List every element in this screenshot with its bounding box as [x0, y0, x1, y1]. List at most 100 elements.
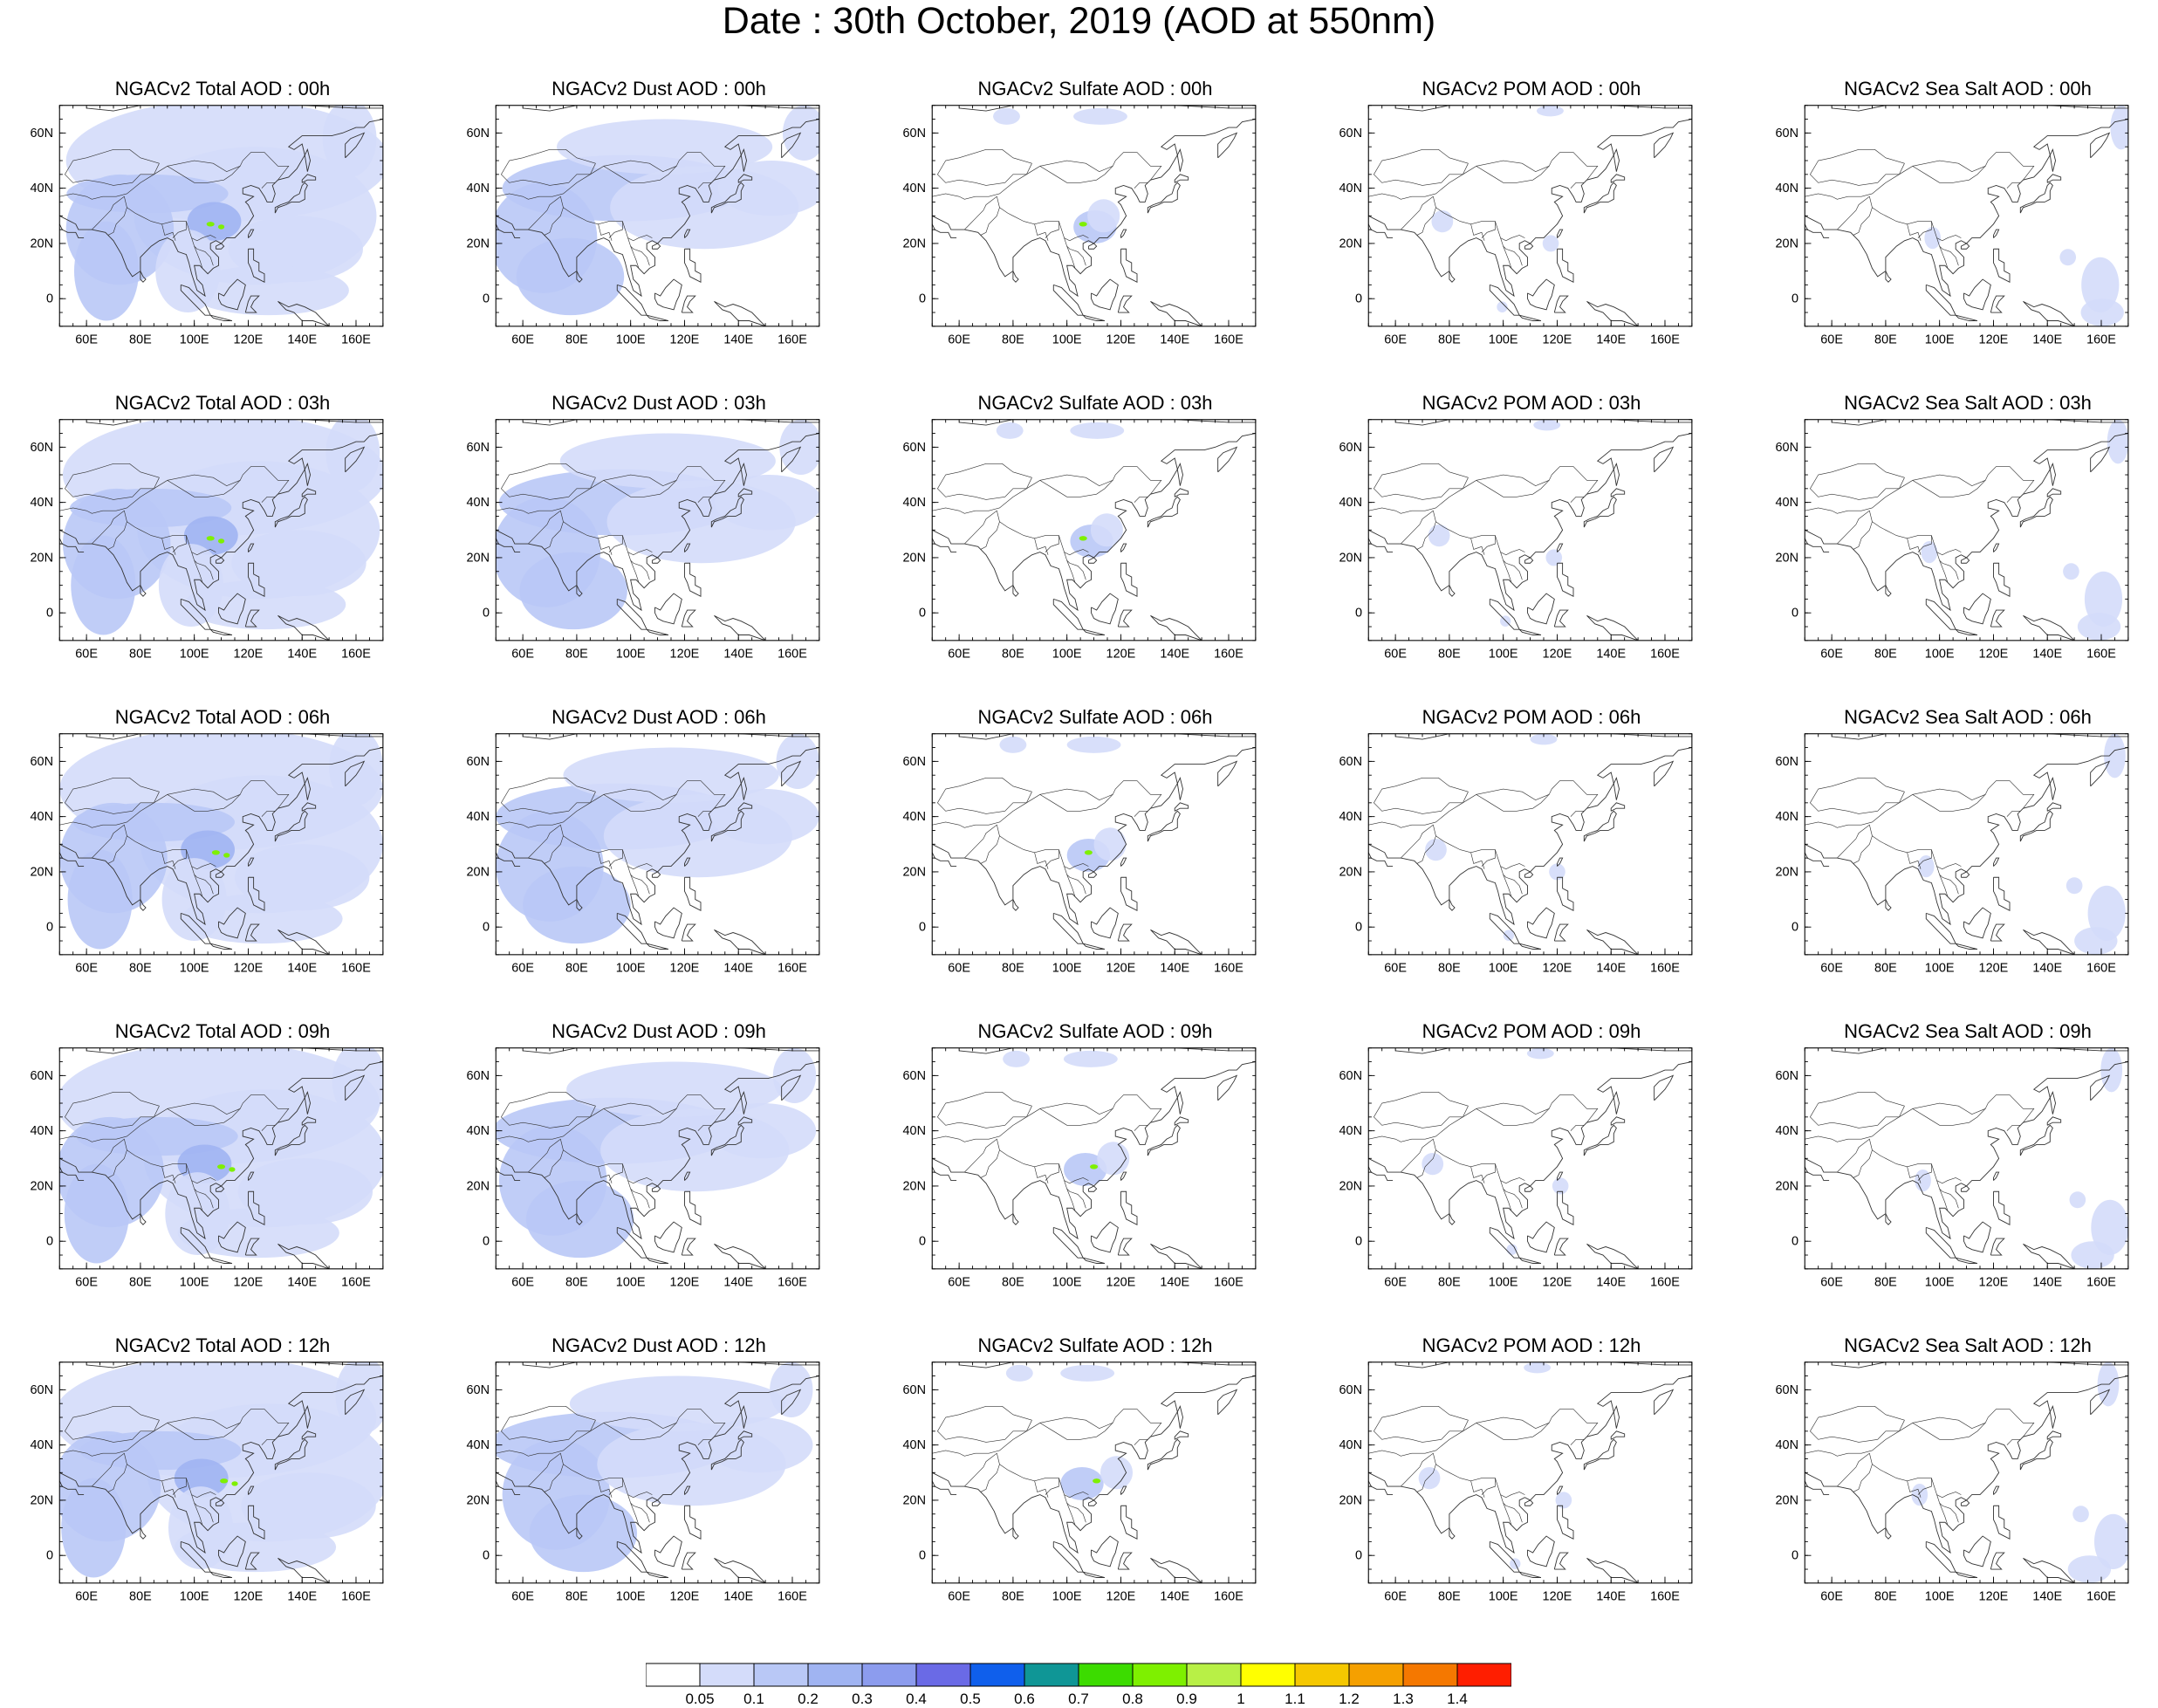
- lat-tick-label: 60N: [1339, 755, 1363, 769]
- colorbar-tick-label: 1: [1237, 1691, 1245, 1707]
- lat-tick-label: 20N: [1339, 865, 1363, 879]
- lon-tick-label: 80E: [1874, 962, 1897, 976]
- lon-tick-label: 80E: [1874, 1590, 1897, 1604]
- panel-title: NGACv2 Sea Salt AOD : 03h: [1844, 392, 2092, 414]
- panel-title: NGACv2 Sulfate AOD : 09h: [977, 1020, 1213, 1042]
- lon-tick-label: 80E: [565, 1276, 588, 1290]
- aod-region: [1506, 1244, 1517, 1256]
- aod-region: [2059, 249, 2077, 266]
- map-panel: NGACv2 POM AOD : 12h 60E 80E 100E 120E 140E 16…: [1339, 1335, 1789, 1650]
- coastlines: [496, 105, 819, 326]
- lon-tick-label: 80E: [565, 1590, 588, 1604]
- lon-tick-label: 60E: [75, 1590, 98, 1604]
- coastlines: [496, 733, 819, 955]
- aod-region: [1066, 736, 1121, 753]
- aod-region: [174, 1458, 229, 1498]
- lon-tick-label: 60E: [511, 1276, 534, 1290]
- lon-tick-label: 100E: [180, 1590, 209, 1604]
- lon-tick-label: 120E: [234, 1590, 264, 1604]
- lon-tick-label: 60E: [511, 648, 534, 662]
- panel-title: NGACv2 Total AOD : 00h: [114, 78, 331, 99]
- lat-tick-label: 0: [46, 607, 53, 621]
- map-svg: 60E 80E 100E 120E 140E 160E 60N 40N 20N 0: [1776, 105, 2129, 347]
- aod-field: [1005, 1364, 1134, 1500]
- lon-tick-label: 100E: [1925, 1276, 1955, 1290]
- lat-tick-label: 60N: [903, 441, 927, 455]
- lon-tick-label: 160E: [2086, 1276, 2116, 1290]
- panel-title: NGACv2 Total AOD : 09h: [114, 1020, 331, 1042]
- aod-region: [2072, 1506, 2089, 1523]
- aod-region: [776, 733, 819, 790]
- lat-tick-label: 0: [483, 1235, 490, 1249]
- lat-tick-label: 60N: [1339, 1069, 1363, 1083]
- lon-tick-label: 140E: [723, 333, 753, 347]
- aod-region: [2080, 298, 2124, 326]
- coastlines: [496, 1362, 819, 1583]
- lon-tick-label: 140E: [1160, 648, 1189, 662]
- aod-hotspot: [211, 850, 220, 855]
- lat-tick-label: 60N: [31, 127, 54, 141]
- map-panel: NGACv2 Total AOD : 00h 60E 80E 100E 120E 140E…: [31, 78, 480, 393]
- lat-tick-label: 40N: [467, 1438, 490, 1452]
- lon-tick-label: 60E: [948, 648, 970, 662]
- lon-tick-label: 140E: [2032, 1276, 2062, 1290]
- lon-tick-label: 160E: [778, 648, 807, 662]
- lat-tick-label: 40N: [1776, 1438, 1799, 1452]
- aod-region: [1087, 199, 1120, 233]
- lon-tick-label: 140E: [287, 1590, 317, 1604]
- aod-region: [1070, 422, 1125, 439]
- coastlines: [1805, 1362, 2128, 1583]
- lon-tick-label: 160E: [1214, 333, 1243, 347]
- map-panel: NGACv2 Sea Salt AOD : 12h 60E 80E 100E 120E 1…: [1776, 1335, 2158, 1650]
- aod-field: [65, 105, 383, 321]
- lon-tick-label: 160E: [778, 333, 807, 347]
- lat-tick-label: 40N: [903, 496, 927, 510]
- lon-tick-label: 120E: [1106, 333, 1136, 347]
- lon-tick-label: 140E: [1596, 962, 1626, 976]
- map-svg: 60E 80E 100E 120E 140E 160E 60N 40N 20N 0: [467, 105, 820, 347]
- aod-field: [1428, 419, 1563, 628]
- coastlines: [1368, 105, 1692, 326]
- aod-region: [2066, 877, 2083, 895]
- lon-tick-label: 60E: [75, 333, 98, 347]
- lon-tick-label: 100E: [1925, 1590, 1955, 1604]
- lon-tick-label: 100E: [616, 962, 646, 976]
- aod-region: [1552, 1177, 1569, 1195]
- lat-tick-label: 40N: [1339, 1438, 1363, 1452]
- lat-tick-label: 40N: [1776, 1124, 1799, 1138]
- lat-tick-label: 40N: [467, 496, 490, 510]
- panel-title: NGACv2 Sulfate AOD : 06h: [977, 706, 1213, 728]
- map-svg: 60E 80E 100E 120E 140E 160E 60N 40N 20N 0: [1776, 733, 2129, 976]
- lat-tick-label: 0: [1791, 1549, 1798, 1563]
- lon-tick-label: 80E: [1002, 333, 1024, 347]
- aod-region: [228, 216, 363, 283]
- lat-tick-label: 0: [1791, 292, 1798, 306]
- lon-tick-label: 120E: [1543, 1276, 1572, 1290]
- lon-tick-label: 160E: [1650, 1276, 1680, 1290]
- lon-tick-label: 100E: [1052, 648, 1082, 662]
- lat-tick-label: 40N: [1339, 810, 1363, 824]
- lat-tick-label: 0: [1355, 1235, 1362, 1249]
- map-panel: NGACv2 Dust AOD : 06h 60E 80E 100E 120E 140E 1…: [467, 707, 916, 1021]
- panel-title: NGACv2 POM AOD : 03h: [1422, 392, 1641, 414]
- lon-tick-label: 60E: [1820, 333, 1843, 347]
- lat-tick-label: 20N: [1339, 1179, 1363, 1193]
- map-frame: [1804, 1362, 2129, 1584]
- aod-region: [1536, 105, 1564, 117]
- map-svg: 60E 80E 100E 120E 140E 160E 60N 40N 20N 0: [903, 1047, 1257, 1290]
- lat-tick-label: 20N: [1339, 551, 1363, 565]
- aod-hotspot: [1079, 536, 1087, 541]
- lon-tick-label: 100E: [180, 333, 209, 347]
- aod-region: [71, 535, 136, 635]
- colorbar-tick-label: 0.8: [1122, 1691, 1143, 1707]
- aod-field: [1425, 733, 1565, 942]
- aod-field: [59, 1362, 383, 1578]
- lat-tick-label: 40N: [903, 810, 927, 824]
- map-panel: NGACv2 Dust AOD : 09h 60E 80E 100E 120E 140E 1…: [467, 1021, 916, 1335]
- lon-tick-label: 140E: [1596, 1590, 1626, 1604]
- map-svg: 60E 80E 100E 120E 140E 160E 60N 40N 20N 0: [903, 419, 1257, 662]
- lon-tick-label: 100E: [180, 962, 209, 976]
- colorbar-swatch: [1186, 1663, 1242, 1687]
- map-panel: NGACv2 Sea Salt AOD : 06h 60E 80E 100E 120E 1…: [1776, 707, 2158, 1021]
